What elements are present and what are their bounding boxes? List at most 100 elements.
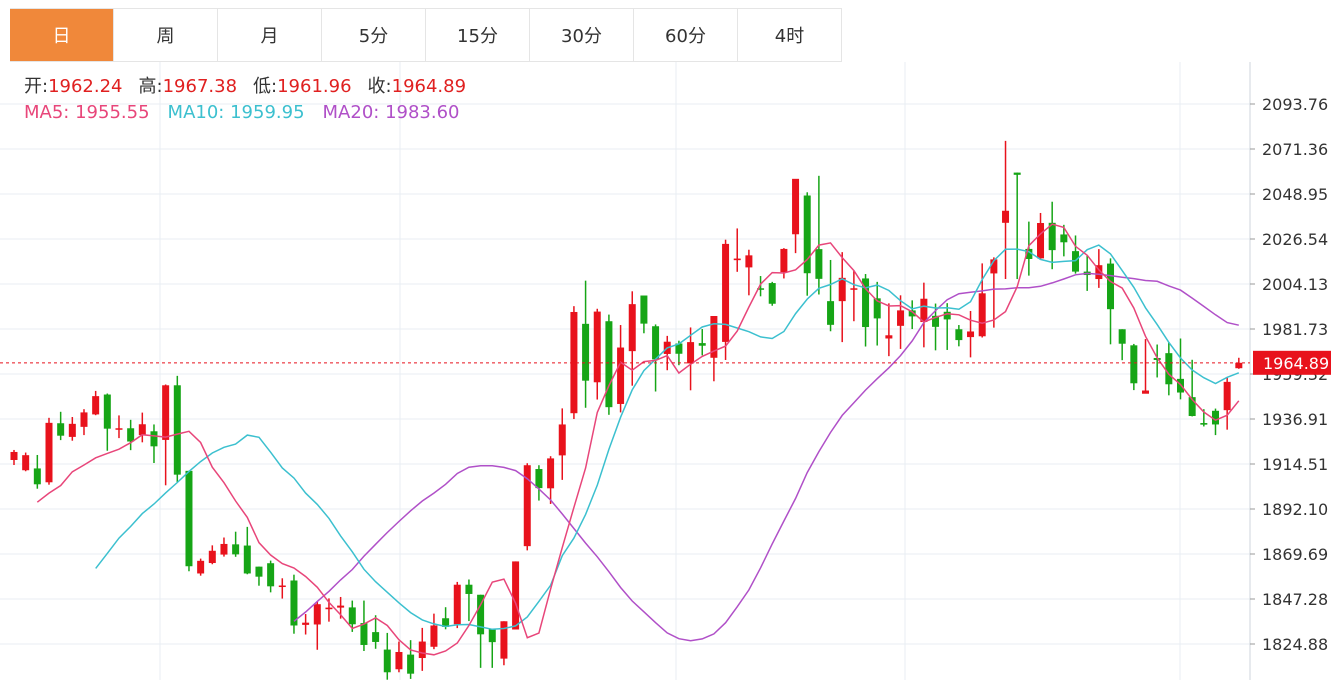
candle-body [792,178,800,235]
candle-body [372,632,380,642]
ma10-value: 1959.95 [230,102,305,123]
tab-2[interactable]: 月 [218,9,322,61]
candle-body [1188,397,1196,417]
candlestick-chart: 2093.76 2071.36 2048.95 2026.54 2004.13 1981.… [0,62,1331,680]
tab-5[interactable]: 30分 [530,9,634,61]
y-tick-label: 2071.36 [1262,140,1328,159]
candle-body [523,465,531,547]
tab-6[interactable]: 60分 [634,9,738,61]
candle-body [558,424,566,456]
candle-body [698,343,706,346]
y-tick-label: 1936.91 [1262,410,1328,429]
y-tick-label: 1914.51 [1262,455,1328,474]
ma10-label: MA10: [167,102,225,123]
candle-body [1211,410,1219,425]
y-tick-label: 2004.13 [1262,275,1328,294]
y-tick-label: 1892.10 [1262,500,1328,519]
candle-body [208,550,216,564]
candle-body [10,451,18,460]
last-price-label: 1964.89 [1263,354,1329,373]
candle-body [815,249,823,279]
candle-body [383,649,391,673]
candle-body [22,455,30,471]
candle-body [255,566,263,577]
candle-body [885,335,893,339]
candle-body [1095,265,1103,280]
y-tick-label: 2048.95 [1262,185,1328,204]
candle-body [1130,345,1138,384]
candle-body [803,195,811,274]
close-value: 1964.89 [391,76,467,97]
candle-body [547,458,555,489]
open-label: 开: [24,76,49,97]
tab-7[interactable]: 4时 [738,9,842,61]
candle-body [80,412,88,427]
candle-body [1200,423,1208,425]
candle-body [453,584,461,625]
candle-body [687,342,695,364]
y-tick-label: 2093.76 [1262,95,1328,114]
ma20-label: MA20: [322,102,380,123]
candle-body [162,385,170,440]
ma-row: MA5: 1955.55 MA10: 1959.95 MA20: 1983.60 [24,100,482,126]
candle-body [1165,353,1173,385]
close-label: 收: [367,76,392,97]
candle-body [267,563,275,587]
candle-body [652,326,660,360]
candle-body [477,594,485,635]
chart-legend: 开:1962.24 高:1967.38 低:1961.96 收:1964.89 MA5… [24,74,482,126]
candle-body [768,283,776,304]
candle-body [908,310,916,317]
tab-0[interactable]: 日 [10,9,114,61]
candle-body [92,396,100,415]
candle-body [710,315,718,358]
candle-body [325,607,333,610]
candle-body [722,243,730,342]
y-tick-label: 1981.73 [1262,320,1328,339]
candle-body [1072,251,1080,272]
candle-body [1002,210,1010,223]
candle-body [407,654,415,674]
ma5-line [36,223,1240,656]
candle-body [243,545,251,574]
candle-body [757,288,765,290]
candle-body [943,311,951,320]
candle-body [967,331,975,338]
candle-body [430,625,438,647]
ma5-label: MA5: [24,102,70,123]
candle-body [1037,223,1045,259]
candle-body [570,311,578,414]
candle-body [33,468,41,485]
candle-body [1223,381,1231,411]
tab-3[interactable]: 5分 [322,9,426,61]
candle-body [103,394,111,429]
high-label: 高: [138,76,163,97]
candle-body [605,321,613,408]
candle-body [360,623,368,645]
ma5-value: 1955.55 [75,102,150,123]
candle-body [675,343,683,354]
candle-body [173,385,181,475]
y-tick-label: 1824.88 [1262,635,1328,654]
candle-body [68,423,76,437]
candle-body [1060,234,1068,243]
ma10-line [95,244,1240,631]
last-price-tag [1253,350,1331,375]
tab-1[interactable]: 周 [114,9,218,61]
candle-body [593,311,601,383]
candle-body [337,605,345,608]
candle-body [45,422,53,483]
candle-body [57,423,65,436]
candle-body [418,641,426,659]
high-value: 1967.38 [162,76,238,97]
candle-body [1118,329,1126,344]
candle-body [733,258,741,261]
candle-body [1048,222,1056,251]
ma20-line [293,272,1239,642]
candle-body [220,543,228,555]
candle-body [1013,172,1021,175]
tab-4[interactable]: 15分 [426,9,530,61]
candle-body [488,628,496,643]
candle-body [745,255,753,268]
candle-body [512,561,520,630]
